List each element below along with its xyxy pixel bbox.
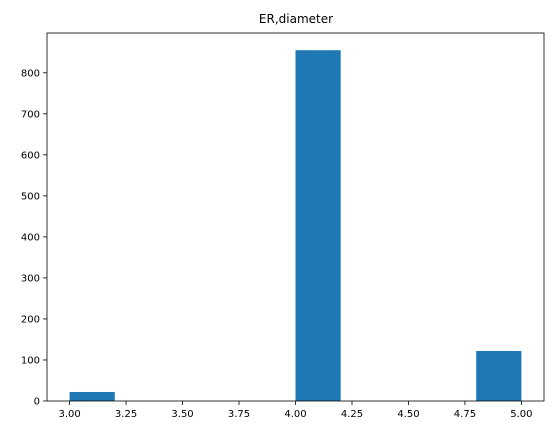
x-tick-label: 4.25 [341,409,363,420]
plot-frame [46,32,545,402]
x-tick-label: 5.00 [510,409,532,420]
x-axis: 3.00 3.25 3.50 3.75 4.00 4.25 4.50 4.75 5.00 [58,401,533,420]
y-tick-label: 200 [21,314,40,325]
x-tick-label: 3.50 [171,409,193,420]
y-tick-label: 300 [21,273,40,284]
x-tick-label: 4.50 [397,409,419,420]
x-tick-label: 3.75 [228,409,250,420]
x-tick-label: 4.75 [454,409,476,420]
histogram-bar-0 [69,391,115,401]
x-tick-label: 3.00 [58,409,80,420]
y-tick-label: 500 [21,191,40,202]
histogram-bar-5 [295,50,341,401]
histogram-bar-9 [476,350,522,401]
y-tick-label: 700 [21,109,40,120]
x-tick-label: 4.00 [284,409,306,420]
bars-group [69,50,522,401]
x-tick-label: 3.25 [115,409,137,420]
chart-title: ER,diameter [259,12,333,26]
y-tick-label: 0 [34,397,40,408]
y-axis: 0 100 200 300 400 500 600 700 800 [21,68,47,408]
y-tick-label: 400 [21,232,40,243]
y-tick-label: 800 [21,68,40,79]
y-tick-label: 600 [21,150,40,161]
y-tick-label: 100 [21,355,40,366]
